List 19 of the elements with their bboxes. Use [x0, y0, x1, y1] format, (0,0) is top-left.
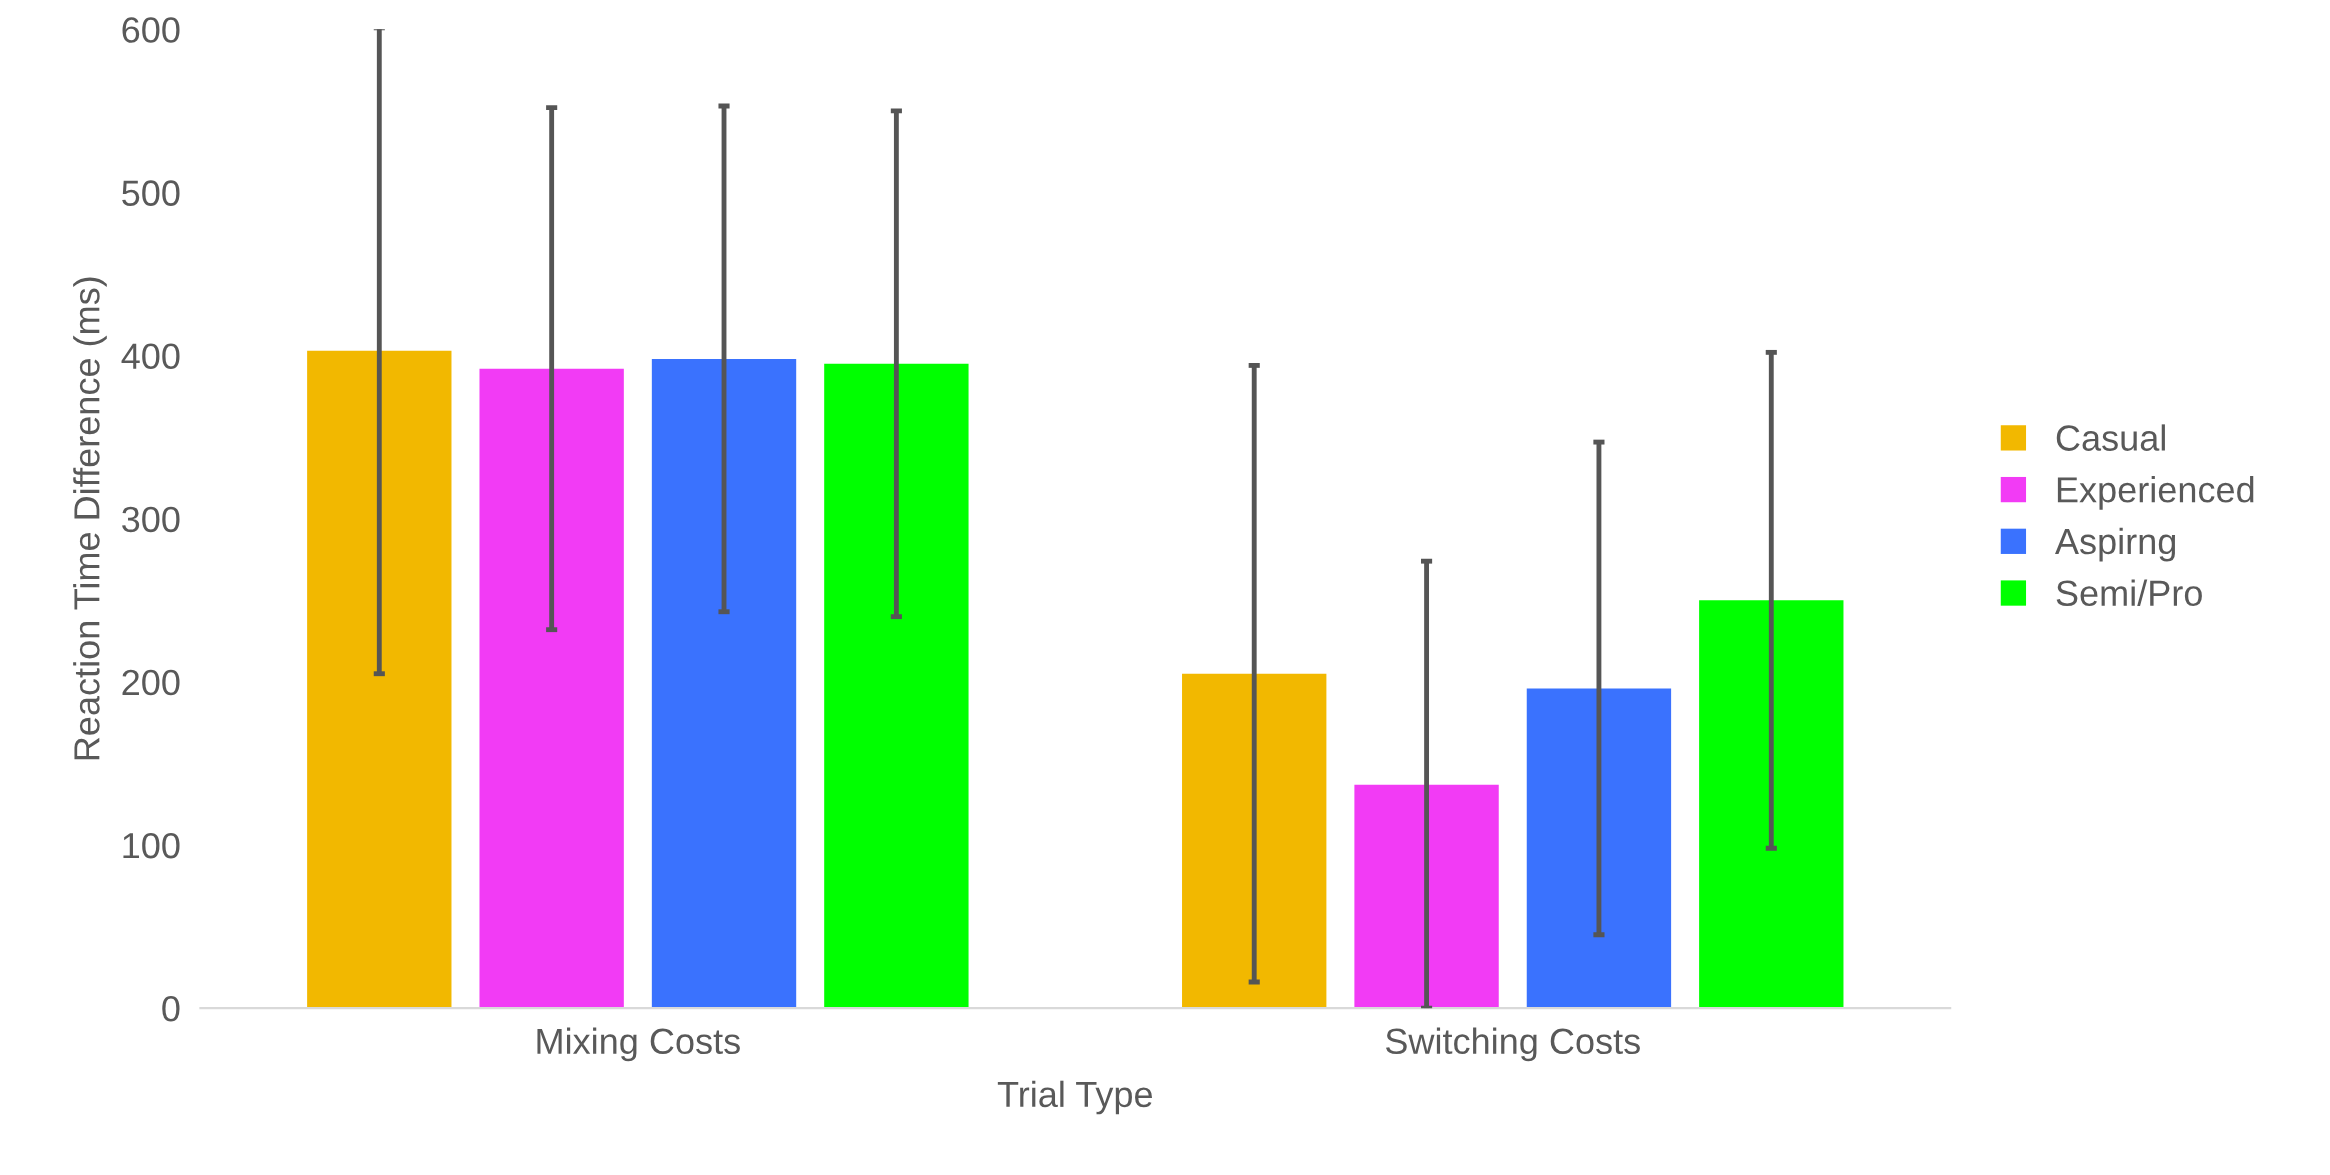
legend-label: Casual: [2056, 424, 2165, 451]
bar: [307, 350, 452, 1009]
y-tick-label: 600: [122, 17, 180, 43]
y-tick-label: 0: [162, 996, 180, 1022]
bar: [479, 368, 624, 1009]
y-tick-label: 100: [123, 832, 180, 859]
x-axis-title: Trial Type: [997, 1080, 1152, 1115]
y-tick-label: 200: [122, 669, 180, 696]
x-tick-label: Mixing Costs: [537, 1027, 740, 1062]
legend-label: Semi/Pro: [2056, 579, 2202, 607]
bar: [651, 358, 797, 1009]
legend-label: Aspirng: [2055, 527, 2176, 562]
legend-label: Experienced: [2057, 476, 2254, 510]
y-tick-label: 400: [121, 343, 180, 370]
y-axis-title: Reaction Time Difference (ms): [73, 277, 107, 760]
y-tick-label: 300: [122, 506, 180, 533]
y-tick-label: 500: [122, 180, 180, 206]
bar: [824, 363, 969, 1009]
x-tick-label: Switching Costs: [1385, 1027, 1640, 1062]
